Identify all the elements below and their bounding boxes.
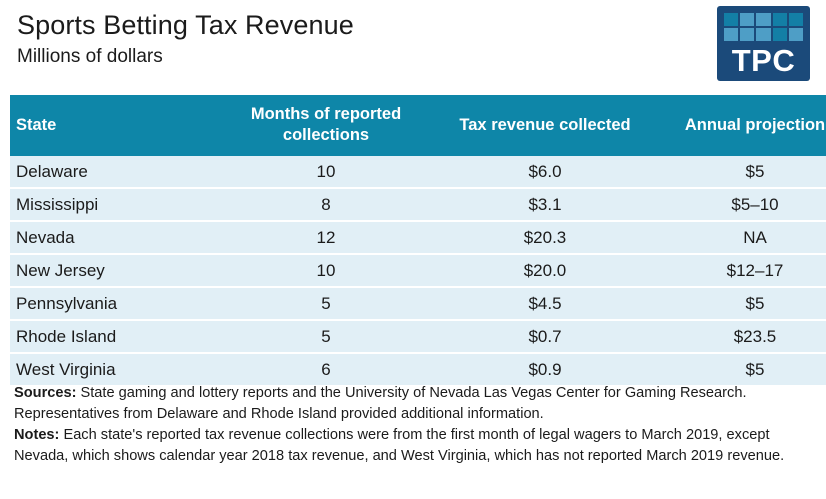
cell-tax: $6.0 bbox=[444, 156, 646, 189]
cell-tax: $0.9 bbox=[444, 353, 646, 385]
cell-months: 10 bbox=[208, 156, 444, 189]
table-row: Delaware 10 $6.0 $5 bbox=[10, 156, 826, 189]
table-row: Nevada 12 $20.3 NA bbox=[10, 221, 826, 255]
logo-wordmark: TPC bbox=[731, 43, 796, 78]
logo-grid-cell bbox=[772, 13, 787, 26]
table-header-row: State Months of reported collections Tax… bbox=[10, 95, 826, 156]
cell-state: Rhode Island bbox=[10, 320, 208, 354]
table-row: West Virginia 6 $0.9 $5 bbox=[10, 353, 826, 385]
cell-projection: $5 bbox=[646, 156, 826, 189]
table-row: Rhode Island 5 $0.7 $23.5 bbox=[10, 320, 826, 354]
cell-state: Delaware bbox=[10, 156, 208, 189]
column-header-tax: Tax revenue collected bbox=[444, 95, 646, 156]
page-subtitle: Millions of dollars bbox=[17, 46, 163, 67]
data-table: State Months of reported collections Tax… bbox=[10, 95, 826, 385]
cell-state: Mississippi bbox=[10, 188, 208, 222]
cell-months: 5 bbox=[208, 287, 444, 321]
cell-months: 10 bbox=[208, 254, 444, 288]
logo-grid-cell bbox=[740, 28, 755, 41]
logo-grid-cell bbox=[772, 28, 787, 41]
cell-tax: $20.3 bbox=[444, 221, 646, 255]
tpc-logo: TPC bbox=[717, 6, 810, 81]
cell-tax: $20.0 bbox=[444, 254, 646, 288]
sources-note: Sources: State gaming and lottery report… bbox=[14, 383, 816, 424]
notes-text: Each state's reported tax revenue collec… bbox=[14, 427, 785, 464]
logo-grid-cell bbox=[724, 13, 739, 26]
figure-header: Sports Betting Tax Revenue Millions of d… bbox=[0, 0, 826, 92]
page-title: Sports Betting Tax Revenue bbox=[17, 10, 354, 40]
cell-projection: $5 bbox=[646, 287, 826, 321]
title-block: Sports Betting Tax Revenue Millions of d… bbox=[17, 8, 354, 70]
table-head: State Months of reported collections Tax… bbox=[10, 95, 826, 156]
table-row: Pennsylvania 5 $4.5 $5 bbox=[10, 287, 826, 321]
logo-grid-cell bbox=[788, 28, 803, 41]
cell-tax: $4.5 bbox=[444, 287, 646, 321]
cell-projection: $23.5 bbox=[646, 320, 826, 354]
logo-grid-cell bbox=[788, 13, 803, 26]
logo-grid-cell bbox=[724, 28, 739, 41]
footnotes: Sources: State gaming and lottery report… bbox=[14, 383, 816, 467]
table-row: Mississippi 8 $3.1 $5–10 bbox=[10, 188, 826, 222]
cell-projection: $12–17 bbox=[646, 254, 826, 288]
cell-months: 8 bbox=[208, 188, 444, 222]
cell-state: Pennsylvania bbox=[10, 287, 208, 321]
cell-months: 12 bbox=[208, 221, 444, 255]
cell-months: 6 bbox=[208, 353, 444, 385]
logo-grid-cell bbox=[756, 13, 771, 26]
sources-label: Sources: bbox=[14, 385, 77, 401]
notes-label: Notes: bbox=[14, 427, 60, 443]
column-header-projection: Annual projection bbox=[646, 95, 826, 156]
cell-months: 5 bbox=[208, 320, 444, 354]
cell-projection: $5–10 bbox=[646, 188, 826, 222]
logo-grid bbox=[724, 13, 803, 41]
cell-tax: $0.7 bbox=[444, 320, 646, 354]
cell-projection: NA bbox=[646, 221, 826, 255]
cell-state: West Virginia bbox=[10, 353, 208, 385]
table-body: Delaware 10 $6.0 $5 Mississippi 8 $3.1 $… bbox=[10, 156, 826, 385]
table-row: New Jersey 10 $20.0 $12–17 bbox=[10, 254, 826, 288]
logo-grid-cell bbox=[740, 13, 755, 26]
notes-note: Notes: Each state's reported tax revenue… bbox=[14, 425, 816, 466]
cell-tax: $3.1 bbox=[444, 188, 646, 222]
cell-projection: $5 bbox=[646, 353, 826, 385]
cell-state: New Jersey bbox=[10, 254, 208, 288]
column-header-months: Months of reported collections bbox=[208, 95, 444, 156]
sources-text: State gaming and lottery reports and the… bbox=[14, 385, 747, 422]
logo-grid-cell bbox=[756, 28, 771, 41]
cell-state: Nevada bbox=[10, 221, 208, 255]
data-table-container: State Months of reported collections Tax… bbox=[10, 95, 826, 385]
column-header-state: State bbox=[10, 95, 208, 156]
